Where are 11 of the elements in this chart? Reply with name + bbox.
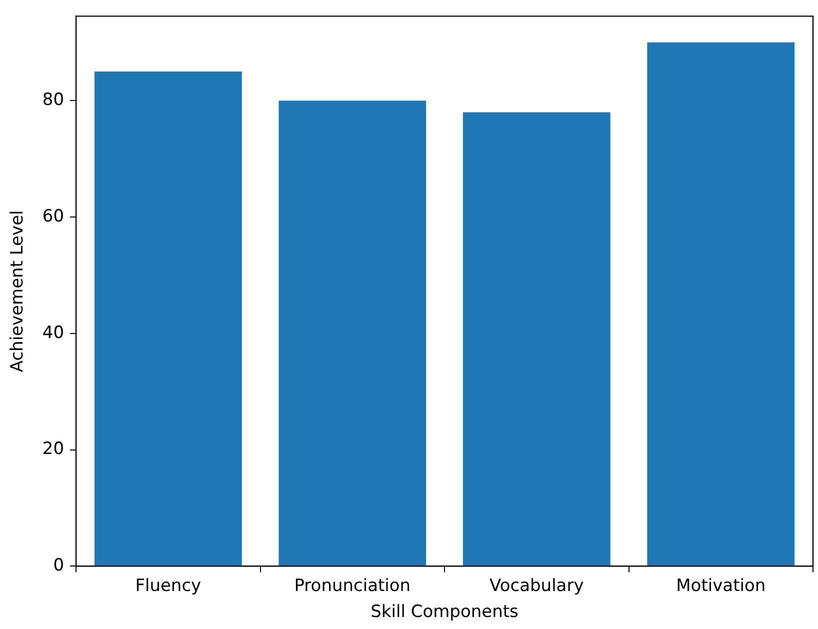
y-tick-label: 80 [42, 90, 64, 110]
x-tick-label: Pronunciation [294, 576, 411, 596]
y-tick-label: 60 [42, 206, 64, 226]
x-axis-title: Skill Components [370, 602, 519, 622]
y-tick-label: 20 [42, 439, 64, 460]
y-tick-label: 0 [53, 556, 64, 576]
y-axis-title: Achievement Level [8, 210, 28, 372]
x-tick-label: Motivation [676, 576, 766, 596]
x-tick-label: Fluency [135, 576, 202, 596]
x-tick-label: Vocabulary [490, 576, 584, 596]
y-tick-label: 40 [42, 322, 64, 343]
